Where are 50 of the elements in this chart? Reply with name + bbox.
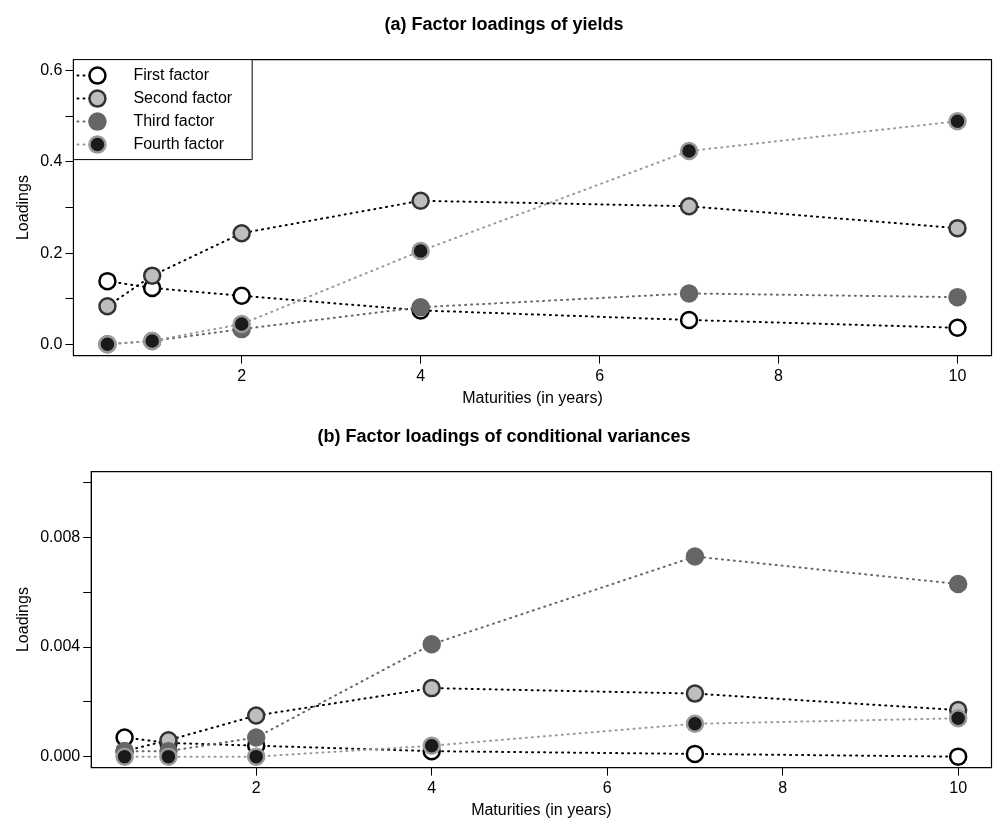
y-axis-title: Loadings [14, 587, 32, 653]
x-axis-title: Maturities (in years) [462, 388, 603, 406]
point [422, 736, 441, 755]
legend-label: Second factor [133, 89, 233, 107]
point [115, 747, 134, 766]
point [246, 747, 266, 766]
x-tick-label: 4 [427, 778, 437, 796]
point [411, 241, 430, 261]
point [246, 728, 266, 747]
point [98, 271, 117, 291]
point [948, 112, 967, 131]
point [948, 709, 968, 728]
x-tick-label: 4 [416, 366, 426, 384]
point [159, 747, 178, 766]
x-axis-title: Maturities (in years) [471, 800, 612, 818]
x-tick-label: 6 [595, 366, 605, 384]
y-tick-label: 0.000 [40, 747, 81, 765]
point [685, 714, 705, 733]
point [685, 547, 705, 566]
x-tick-label: 10 [949, 778, 968, 796]
point [422, 635, 441, 654]
point [679, 141, 699, 161]
point [948, 318, 967, 337]
legend-label: Fourth factor [133, 135, 225, 153]
y-tick-label: 0.008 [40, 527, 81, 545]
point [232, 286, 251, 306]
point [948, 747, 968, 766]
x-tick-label: 2 [237, 366, 247, 384]
point [411, 297, 430, 317]
y-tick-label: 0.2 [40, 243, 63, 261]
legend-label: Third factor [133, 112, 216, 130]
point [232, 314, 251, 334]
point [679, 284, 699, 303]
y-tick-label: 0.0 [40, 335, 63, 353]
legend-label: First factor [133, 66, 210, 84]
chart-title: (b) Factor loadings of conditional variances [317, 425, 691, 446]
y-tick-label: 0.6 [40, 60, 63, 78]
point [948, 287, 967, 307]
x-tick-label: 8 [774, 366, 784, 384]
x-tick-label: 10 [948, 366, 967, 384]
y-axis-title: Loadings [14, 175, 32, 241]
point [685, 744, 705, 764]
point [948, 574, 968, 594]
point [679, 310, 699, 330]
x-tick-label: 2 [251, 778, 261, 796]
y-tick-label: 0.4 [40, 152, 63, 170]
y-tick-label: 0.004 [40, 637, 81, 655]
chart-title: (a) Factor loadings of yields [384, 13, 624, 34]
x-tick-label: 6 [602, 778, 612, 796]
x-tick-label: 8 [778, 778, 788, 796]
